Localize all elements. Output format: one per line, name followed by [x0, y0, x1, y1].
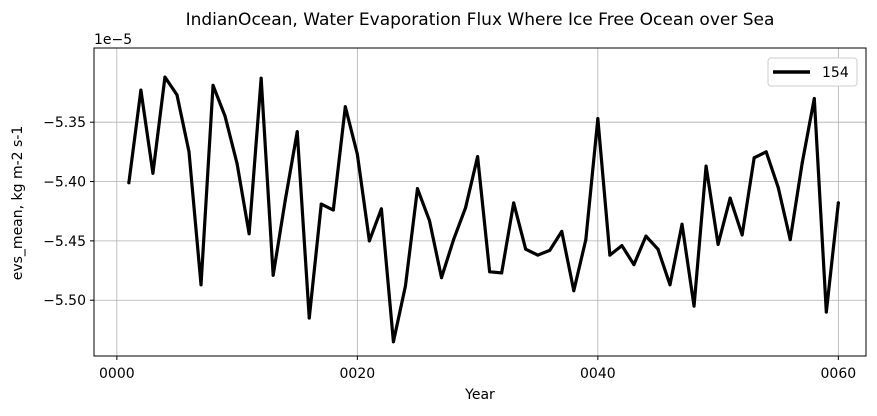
legend-label-154: 154: [822, 65, 849, 81]
data-point: [199, 283, 203, 287]
x-tick-label: 0060: [821, 366, 857, 382]
data-point: [692, 304, 696, 308]
data-point: [319, 202, 323, 206]
x-tick-label: 0000: [99, 366, 135, 382]
data-point: [139, 88, 143, 92]
series-layer: [127, 75, 840, 344]
data-point: [608, 253, 612, 257]
y-axis-label: evs_mean, kg m-2 s-1: [10, 126, 26, 281]
y-axis-ticks: −5.35 −5.40 −5.45 −5.50: [43, 115, 94, 309]
data-point: [259, 76, 263, 80]
data-point: [343, 105, 347, 109]
x-axis-ticks: 0000 0020 0040 0060: [99, 356, 856, 382]
data-point: [512, 201, 516, 205]
data-point: [307, 316, 311, 320]
data-point: [812, 96, 816, 100]
data-point: [427, 219, 431, 223]
data-point: [127, 181, 131, 185]
data-point: [644, 234, 648, 238]
data-point: [440, 276, 444, 280]
data-point: [151, 171, 155, 175]
data-point: [235, 162, 239, 166]
series-line-154: [127, 75, 840, 344]
legend-box: [767, 57, 858, 87]
data-point: [716, 242, 720, 246]
data-point: [776, 185, 780, 189]
data-point: [632, 263, 636, 267]
data-point: [836, 201, 840, 205]
data-point: [572, 289, 576, 293]
data-point: [415, 187, 419, 191]
data-point: [331, 208, 335, 212]
data-point: [824, 310, 828, 314]
data-point: [464, 206, 468, 210]
data-point: [680, 222, 684, 226]
y-tick-label: −5.50: [43, 293, 86, 309]
data-point: [223, 114, 227, 118]
data-point: [524, 247, 528, 251]
y-offset-label: 1e−5: [94, 32, 132, 48]
data-point: [271, 273, 275, 277]
data-point: [476, 155, 480, 159]
y-tick-label: −5.40: [43, 175, 86, 191]
data-point: [668, 283, 672, 287]
data-point: [355, 152, 359, 156]
data-point: [536, 253, 540, 257]
data-point: [367, 239, 371, 243]
chart-title: IndianOcean, Water Evaporation Flux Wher…: [186, 10, 775, 30]
data-point: [548, 248, 552, 252]
data-point: [187, 150, 191, 154]
x-tick-label: 0040: [580, 366, 616, 382]
data-point: [175, 93, 179, 97]
data-point: [560, 229, 564, 233]
data-point: [211, 83, 215, 87]
data-point: [295, 130, 299, 134]
data-point: [656, 247, 660, 251]
data-point: [584, 238, 588, 242]
data-point: [800, 161, 804, 165]
y-tick-label: −5.45: [43, 234, 86, 250]
plot-frame: [93, 47, 867, 357]
data-point: [740, 233, 744, 237]
data-point: [596, 117, 600, 121]
x-axis-label: Year: [464, 387, 495, 403]
data-point: [488, 270, 492, 274]
data-point: [391, 340, 395, 344]
data-point: [500, 271, 504, 275]
x-tick-label: 0020: [340, 366, 376, 382]
data-point: [163, 75, 167, 79]
data-point: [764, 150, 768, 154]
data-point: [283, 199, 287, 203]
data-point: [379, 207, 383, 211]
data-point: [728, 196, 732, 200]
y-tick-label: −5.35: [43, 115, 86, 131]
data-point: [704, 164, 708, 168]
data-point: [788, 238, 792, 242]
data-point: [403, 284, 407, 288]
data-point: [247, 232, 251, 236]
data-point: [452, 238, 456, 242]
data-point: [620, 244, 624, 248]
legend: 154: [767, 57, 858, 87]
data-point: [752, 156, 756, 160]
